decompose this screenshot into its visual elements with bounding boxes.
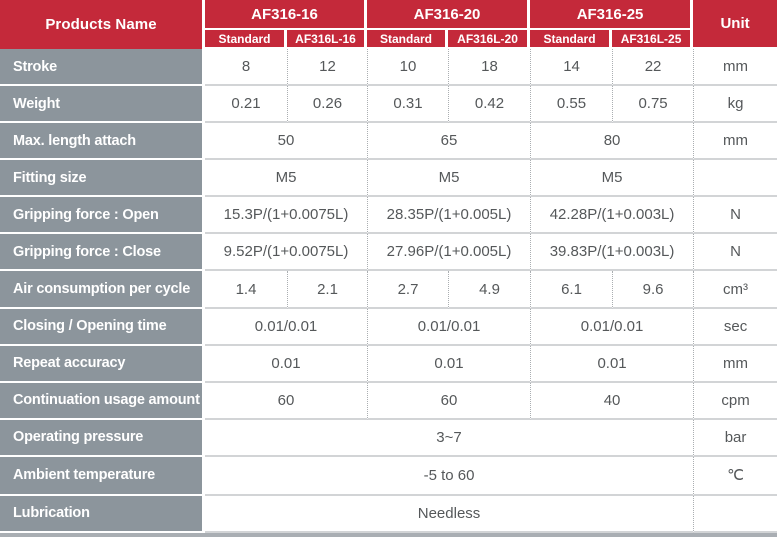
row-label: Air consumption per cycle	[0, 271, 205, 309]
value-cell: 18	[448, 49, 531, 87]
unit-cell: mm	[693, 49, 777, 87]
value-cell: M5	[530, 160, 694, 198]
value-cell: 65	[367, 123, 531, 161]
table-row-operating-pressure: Operating pressure 3~7 bar	[0, 419, 777, 457]
unit-cell: cpm	[693, 382, 777, 420]
table-row-continuation-usage: Continuation usage amount 60 60 40 cpm	[0, 382, 777, 420]
value-cell: 0.01/0.01	[367, 308, 531, 346]
table-row-fitting-size: Fitting size M5 M5 M5	[0, 160, 777, 198]
table-row-lubrication: Lubrication Needless	[0, 495, 777, 533]
value-cell: 0.26	[287, 86, 368, 124]
unit-cell: sec	[693, 308, 777, 346]
table-bottom-border	[0, 533, 777, 537]
row-label: Weight	[0, 86, 205, 124]
unit-cell: kg	[693, 86, 777, 124]
value-cell: 0.42	[448, 86, 531, 124]
unit-cell: mm	[693, 123, 777, 161]
unit-cell: mm	[693, 345, 777, 383]
value-cell: -5 to 60	[205, 456, 694, 496]
value-cell: 12	[287, 49, 368, 87]
table-row-repeat-accuracy: Repeat accuracy 0.01 0.01 0.01 mm	[0, 345, 777, 383]
variant-header-standard-16: Standard	[205, 30, 287, 49]
product-group-header-af316-25: AF316-25	[530, 0, 694, 30]
table-row-air-consumption: Air consumption per cycle 1.4 2.1 2.7 4.…	[0, 271, 777, 309]
unit-cell	[693, 160, 777, 198]
unit-header: Unit	[693, 0, 777, 49]
value-cell: 2.7	[367, 271, 449, 309]
row-label: Fitting size	[0, 160, 205, 198]
header-row-groups: Products Name AF316-16 AF316-20 AF316-25…	[0, 0, 777, 49]
row-label: Operating pressure	[0, 419, 205, 457]
value-cell: 6.1	[530, 271, 613, 309]
value-cell: 60	[367, 382, 531, 420]
value-cell: M5	[205, 160, 368, 198]
value-cell: 80	[530, 123, 694, 161]
value-cell: 1.4	[205, 271, 287, 309]
value-cell: 8	[205, 49, 287, 87]
value-cell: 0.01	[205, 345, 368, 383]
value-cell: 3~7	[205, 419, 694, 457]
value-cell: 10	[367, 49, 449, 87]
value-cell: 22	[612, 49, 694, 87]
value-cell: Needless	[205, 495, 694, 533]
value-cell: 15.3P/(1+0.0075L)	[205, 197, 368, 235]
table-row-gripping-force-open: Gripping force : Open 15.3P/(1+0.0075L) …	[0, 197, 777, 235]
row-label: Gripping force : Open	[0, 197, 205, 235]
value-cell: 0.21	[205, 86, 287, 124]
table-row-closing-opening-time: Closing / Opening time 0.01/0.01 0.01/0.…	[0, 308, 777, 346]
unit-cell	[693, 495, 777, 533]
unit-cell: cm³	[693, 271, 777, 309]
value-cell: 0.01	[530, 345, 694, 383]
unit-cell: bar	[693, 419, 777, 457]
table-row-gripping-force-close: Gripping force : Close 9.52P/(1+0.0075L)…	[0, 234, 777, 272]
row-label: Continuation usage amount	[0, 382, 205, 420]
row-label: Gripping force : Close	[0, 234, 205, 272]
value-cell: 0.01	[367, 345, 531, 383]
row-label: Closing / Opening time	[0, 308, 205, 346]
unit-cell: N	[693, 197, 777, 235]
table-row-ambient-temperature: Ambient temperature -5 to 60 ℃	[0, 456, 777, 496]
value-cell: 28.35P/(1+0.005L)	[367, 197, 531, 235]
value-cell: 0.31	[367, 86, 449, 124]
variant-header-af316l-20: AF316L-20	[448, 30, 531, 49]
table-row-max-length-attach: Max. length attach 50 65 80 mm	[0, 123, 777, 161]
value-cell: 14	[530, 49, 613, 87]
variant-header-standard-20: Standard	[367, 30, 449, 49]
product-group-header-af316-16: AF316-16	[205, 0, 368, 30]
row-label: Max. length attach	[0, 123, 205, 161]
unit-cell: N	[693, 234, 777, 272]
products-name-header: Products Name	[0, 0, 205, 49]
value-cell: 0.75	[612, 86, 694, 124]
value-cell: 2.1	[287, 271, 368, 309]
value-cell: 4.9	[448, 271, 531, 309]
value-cell: 42.28P/(1+0.003L)	[530, 197, 694, 235]
table-row-weight: Weight 0.21 0.26 0.31 0.42 0.55 0.75 kg	[0, 86, 777, 124]
variant-header-standard-25: Standard	[530, 30, 613, 49]
value-cell: 50	[205, 123, 368, 161]
variant-header-af316l-16: AF316L-16	[287, 30, 368, 49]
value-cell: 0.01/0.01	[205, 308, 368, 346]
product-group-header-af316-20: AF316-20	[367, 0, 531, 30]
row-label: Stroke	[0, 49, 205, 87]
unit-cell: ℃	[693, 456, 777, 496]
table-row-stroke: Stroke 8 12 10 18 14 22 mm	[0, 49, 777, 87]
value-cell: 40	[530, 382, 694, 420]
value-cell: 9.52P/(1+0.0075L)	[205, 234, 368, 272]
value-cell: 0.01/0.01	[530, 308, 694, 346]
row-label: Repeat accuracy	[0, 345, 205, 383]
value-cell: 0.55	[530, 86, 613, 124]
value-cell: M5	[367, 160, 531, 198]
row-label: Lubrication	[0, 495, 205, 533]
value-cell: 39.83P/(1+0.003L)	[530, 234, 694, 272]
header-row-variants: Standard AF316L-16 Standard AF316L-20 St…	[0, 30, 777, 49]
value-cell: 60	[205, 382, 368, 420]
value-cell: 9.6	[612, 271, 694, 309]
row-label: Ambient temperature	[0, 456, 205, 496]
value-cell: 27.96P/(1+0.005L)	[367, 234, 531, 272]
variant-header-af316l-25: AF316L-25	[612, 30, 694, 49]
